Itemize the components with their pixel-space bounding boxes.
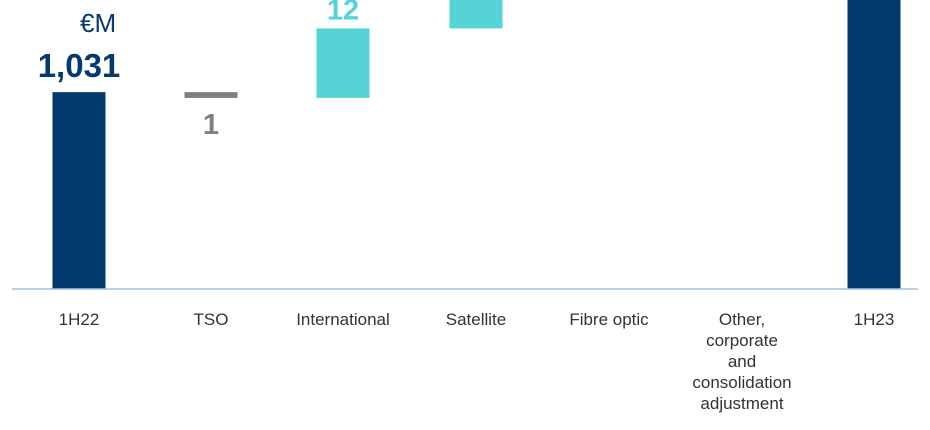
value-label-2: 1	[203, 109, 219, 141]
value-label-1: 1,031	[38, 47, 121, 84]
category-label-5: Fibre optic	[569, 310, 649, 329]
category-label-6-line-4: consolidation	[692, 373, 791, 392]
bar-7	[847, 0, 901, 289]
unit-label: €M	[80, 8, 117, 38]
category-label-6-line-2: corporate	[706, 331, 778, 350]
category-label-2: TSO	[194, 310, 229, 329]
category-label-7: 1H23	[854, 310, 895, 329]
labels-group: 1,0311H221TSO12International23Satellite2…	[38, 0, 895, 413]
category-label-6-line-5: adjustment	[700, 394, 783, 413]
bar-4	[449, 0, 503, 29]
bar-3	[316, 28, 370, 98]
bar-1	[52, 92, 106, 289]
category-label-6-line-1: Other,	[719, 310, 765, 329]
category-label-6-line-3: and	[728, 352, 756, 371]
category-label-1: 1H22	[59, 310, 100, 329]
bars-group	[52, 0, 901, 289]
bar-2	[184, 92, 238, 98]
category-label-3: International	[296, 310, 390, 329]
category-label-4: Satellite	[446, 310, 506, 329]
value-label-3: 12	[327, 0, 359, 26]
